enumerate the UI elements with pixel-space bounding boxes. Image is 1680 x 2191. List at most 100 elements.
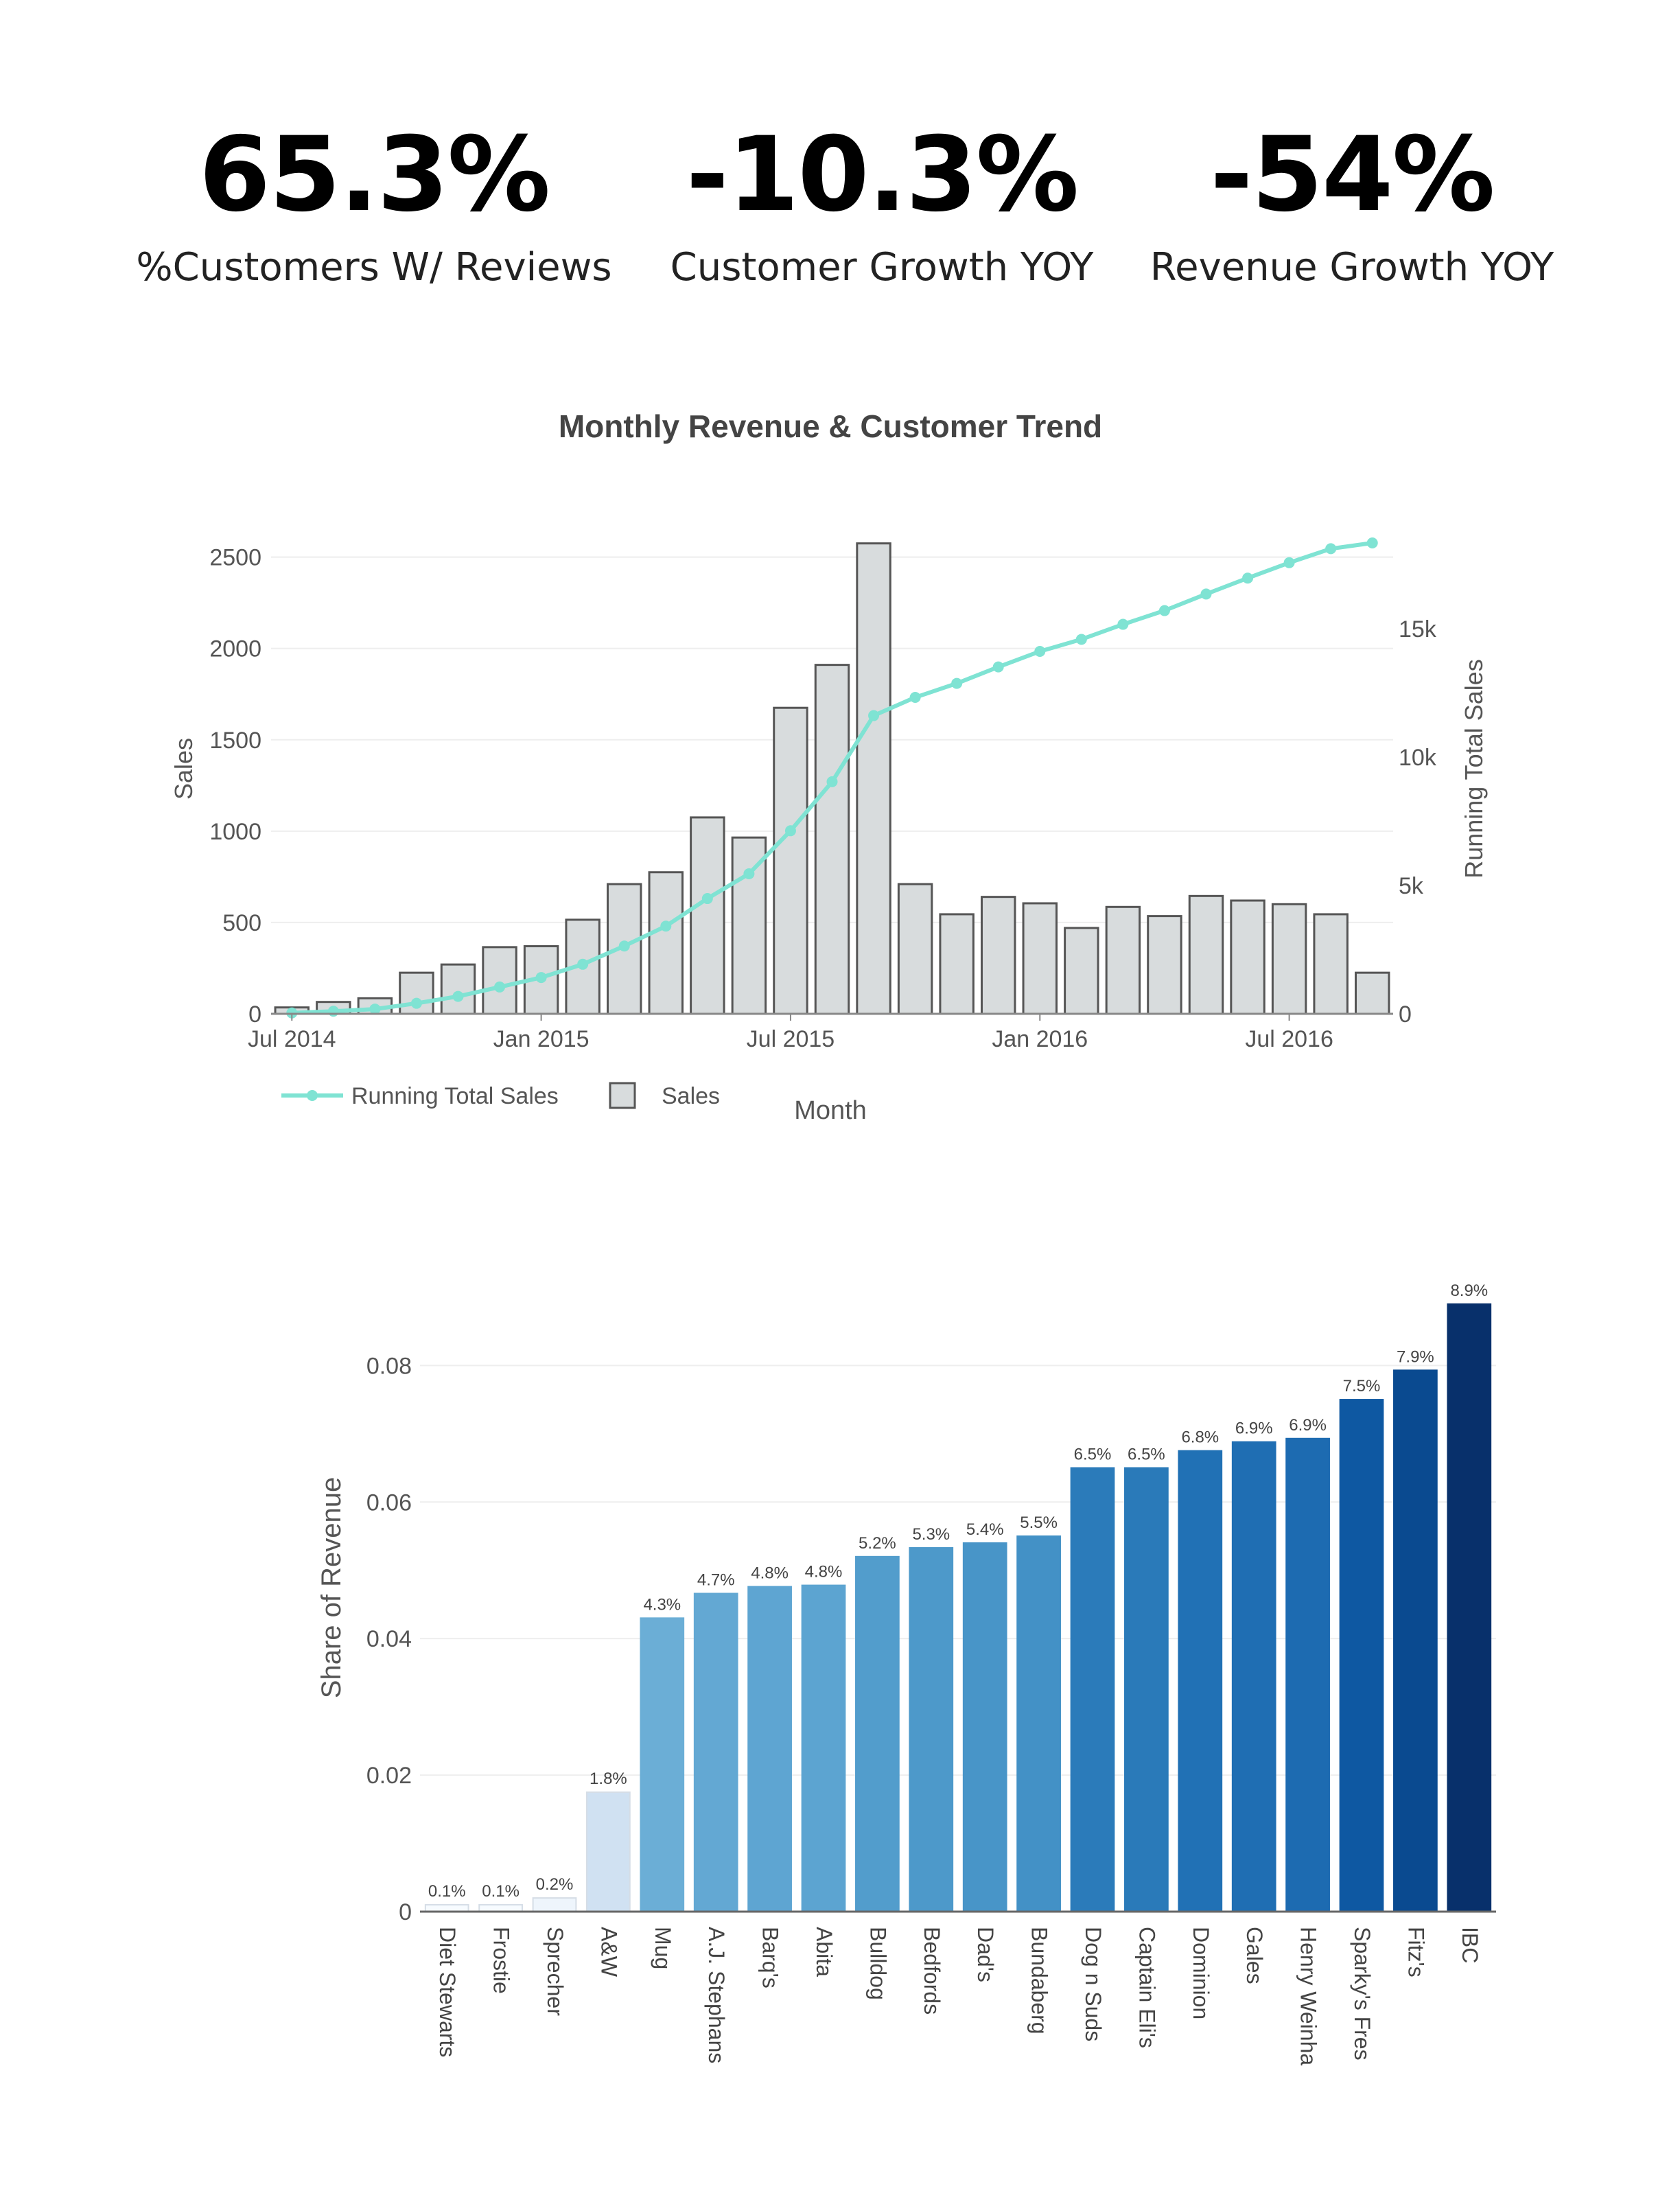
running-total-point [1034, 646, 1046, 658]
share-bar [1070, 1467, 1115, 1913]
legend-bar-swatch [609, 1082, 636, 1109]
data-label: 6.9% [1235, 1419, 1273, 1438]
x-tick-label: Barq's [758, 1927, 783, 1989]
monthly-trend-chart: Monthly Revenue & Customer Trend 0 500 100… [170, 408, 1488, 1125]
x-tick-label: Captain Eli's [1134, 1927, 1159, 2048]
data-label: 4.3% [643, 1595, 681, 1614]
running-total-point [1366, 537, 1378, 548]
x-tick-label: A&W [596, 1927, 621, 1978]
running-total-point [743, 868, 755, 879]
y-tick-label: 2500 [209, 545, 261, 571]
x-tick-label: Sprecher [543, 1927, 568, 2016]
running-total-line [286, 537, 1378, 1019]
sales-bar [1105, 905, 1141, 1015]
x-axis-label: Month [794, 1096, 867, 1125]
y-axis-label: Share of Revenue [316, 1477, 347, 1698]
share-bar [532, 1897, 577, 1913]
kpi-reviews: 65.3% %Customers W/ Reviews [113, 117, 635, 290]
data-label: 6.8% [1181, 1428, 1219, 1447]
y-tick-label: 2000 [209, 636, 261, 662]
share-bar [1178, 1450, 1223, 1913]
running-total-point [618, 940, 630, 952]
data-label: 0.2% [536, 1875, 574, 1894]
share-of-revenue-chart: 0.1% 0.1% 0.2% 1.8% 4.3% 4.7% 4.8% 4.8% 5.2% 5.3%… [316, 1282, 1496, 2065]
y2-tick-label: 5k [1399, 873, 1424, 899]
data-label: 0.1% [482, 1882, 520, 1901]
x-tick-label: Jan 2016 [992, 1026, 1088, 1052]
sales-bar [482, 946, 517, 1015]
x-tick-label: IBC [1458, 1927, 1482, 1963]
running-total-point [660, 920, 672, 932]
x-tick-label: Dog n Suds [1081, 1927, 1106, 2041]
x-tick-label: Abita [812, 1927, 837, 1977]
share-bar [1016, 1535, 1061, 1912]
y-tick-label: 500 [222, 910, 261, 936]
share-bar [640, 1617, 685, 1913]
running-total-point [992, 661, 1004, 673]
x-tick-label: Jul 2016 [1245, 1026, 1333, 1052]
sales-bar [856, 542, 891, 1015]
x-tick-label: Sparky's Fres [1350, 1927, 1375, 2061]
share-bar [747, 1586, 792, 1912]
running-total-point [494, 981, 506, 993]
legend[interactable]: Running Total Sales Sales [281, 1082, 720, 1109]
y-tick-label: 0.04 [366, 1626, 412, 1652]
share-bars [424, 1303, 1492, 1913]
sales-bar [1313, 913, 1349, 1015]
share-bar [1124, 1467, 1169, 1913]
data-labels: 0.1% 0.1% 0.2% 1.8% 4.3% 4.7% 4.8% 4.8% 5.2% 5.3%… [428, 1282, 1488, 1901]
axes: 0 0.02 0.04 0.06 0.08 Diet Stewarts Frostie Spr… [366, 1353, 1496, 2065]
data-label: 4.7% [697, 1571, 735, 1590]
running-total-point [1158, 605, 1170, 616]
x-tick-label: Jul 2014 [248, 1026, 336, 1052]
kpi-value: 65.3% [198, 115, 550, 235]
y2-tick-label: 15k [1399, 616, 1437, 642]
data-label: 7.9% [1397, 1347, 1434, 1366]
share-bar [1393, 1369, 1438, 1913]
sales-bar [1064, 927, 1099, 1015]
x-tick-label: Fitz's [1403, 1927, 1428, 1978]
data-label: 6.5% [1074, 1446, 1112, 1464]
sales-bar [981, 896, 1016, 1015]
y-tick-label: 0.02 [366, 1763, 412, 1789]
sales-bars [274, 542, 1390, 1015]
y-tick-label: 0 [248, 1001, 261, 1028]
share-bar [693, 1592, 738, 1912]
y-tick-label: 0 [399, 1899, 412, 1925]
running-total-point [1242, 572, 1254, 584]
sales-bar [939, 913, 975, 1015]
data-label: 6.9% [1289, 1416, 1327, 1435]
axes: 0 500 1000 1500 2000 2500 0 5k 10k 15k Jul 2014 Jan… [209, 545, 1436, 1052]
x-tick-label: A.J. Stephans [704, 1927, 729, 2063]
sales-bar [1271, 903, 1307, 1015]
data-label: 4.8% [751, 1564, 789, 1583]
x-tick-label: Frostie [489, 1927, 514, 1994]
legend-sales: Sales [662, 1083, 720, 1109]
running-total-point [909, 691, 921, 703]
legend-line-marker [307, 1090, 318, 1101]
share-bar [586, 1791, 631, 1913]
x-tick-label: Jan 2015 [493, 1026, 590, 1052]
x-tick-label: Jul 2015 [747, 1026, 835, 1052]
share-bar [1339, 1399, 1384, 1912]
sales-bar [1188, 894, 1224, 1015]
sales-bar [731, 836, 767, 1015]
data-label: 5.4% [966, 1520, 1004, 1539]
y-tick-label: 1500 [209, 728, 261, 754]
data-label: 4.8% [805, 1563, 843, 1581]
share-bar [1231, 1441, 1276, 1912]
kpi-customer-growth: -10.3% Customer Growth YOY [621, 117, 1143, 290]
x-tick-label: Dominion [1189, 1927, 1213, 2019]
kpi-label: Customer Growth YOY [670, 245, 1094, 290]
share-bar [855, 1555, 900, 1912]
share-bar [1285, 1437, 1330, 1912]
gridlines [420, 1365, 1496, 1912]
y-tick-label: 0.06 [366, 1489, 412, 1516]
y-axis-label: Sales [170, 738, 198, 800]
y-tick-label: 1000 [209, 819, 261, 845]
running-total-point [535, 972, 547, 984]
data-label: 5.5% [1020, 1514, 1058, 1532]
kpi-label: %Customers W/ Reviews [136, 245, 612, 290]
chart-title: Monthly Revenue & Customer Trend [559, 408, 1102, 444]
running-total-point [369, 1004, 381, 1015]
